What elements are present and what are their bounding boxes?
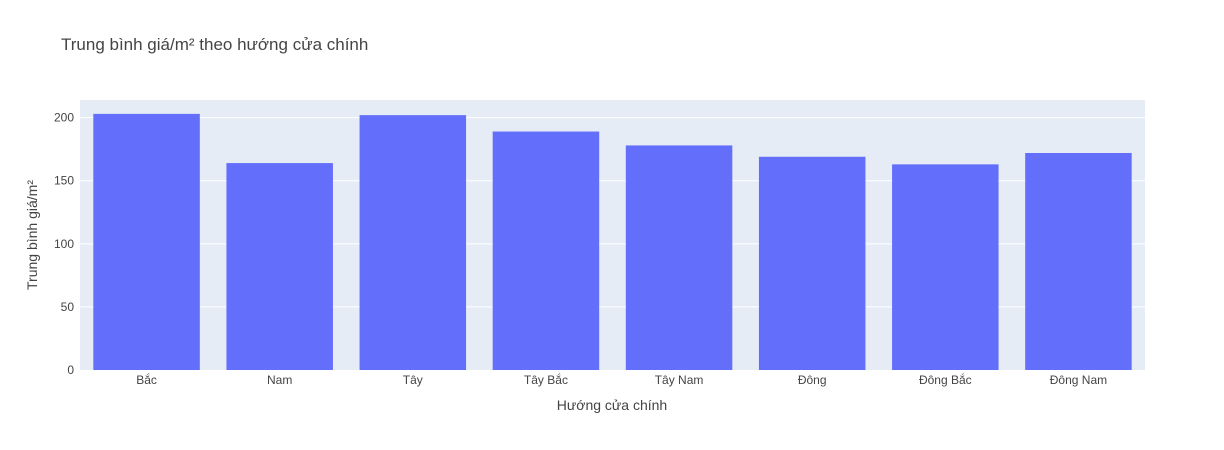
x-tick-label: Tây Bắc: [524, 372, 568, 387]
chart-title: Trung bình giá/m² theo hướng cửa chính: [61, 35, 368, 54]
x-axis-title: Hướng cửa chính: [557, 397, 667, 413]
x-tick-label: Đông: [798, 373, 827, 387]
y-axis-ticks: 0 50 100 150 200: [54, 111, 74, 377]
y-axis-title: Trung bình giá/m²: [24, 180, 40, 290]
y-tick-label: 0: [67, 363, 74, 377]
bar-1[interactable]: [93, 114, 200, 370]
bar-6[interactable]: [759, 157, 866, 370]
y-tick-label: 150: [54, 174, 74, 188]
y-tick-label: 100: [54, 237, 74, 251]
bar-7[interactable]: [892, 164, 999, 370]
x-tick-label: Bắc: [136, 372, 157, 387]
bar-8[interactable]: [1025, 153, 1132, 370]
y-tick-label: 200: [54, 111, 74, 125]
x-tick-label: Đông Bắc: [919, 372, 972, 387]
bar-5[interactable]: [626, 145, 733, 370]
bar-2[interactable]: [226, 163, 333, 370]
x-tick-label: Nam: [267, 373, 292, 387]
y-tick-label: 50: [61, 300, 75, 314]
bar-4[interactable]: [493, 132, 600, 370]
x-tick-label: Tây: [403, 373, 423, 387]
bar-3[interactable]: [360, 115, 467, 370]
x-axis-ticks: Bắc Nam Tây Tây Bắc Tây Nam Đông Đông Bắc Đông …: [136, 372, 1107, 387]
x-tick-label: Đông Nam: [1050, 373, 1107, 387]
x-tick-label: Tây Nam: [655, 373, 704, 387]
